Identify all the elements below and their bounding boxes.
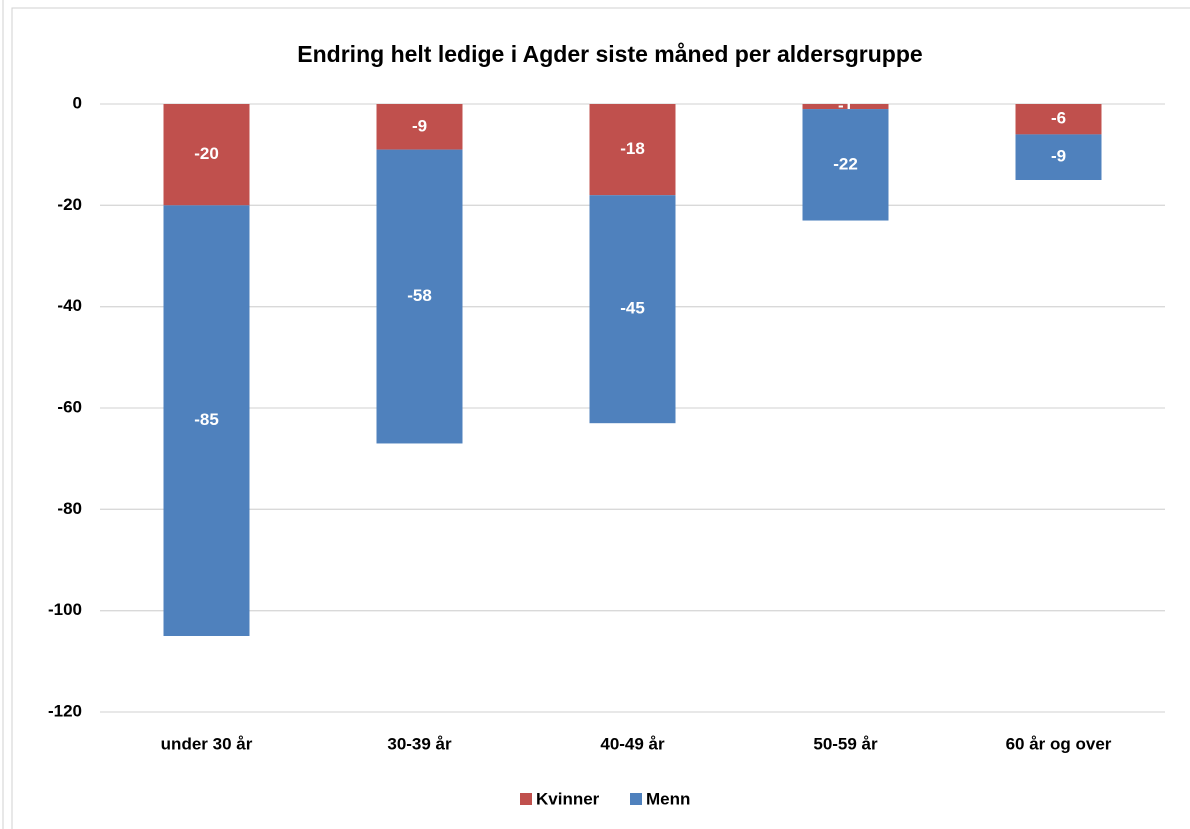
x-tick-label: 60 år og over xyxy=(1006,734,1112,753)
bar-segment xyxy=(802,109,889,221)
bar-segment xyxy=(1015,134,1102,180)
x-tick-label: under 30 år xyxy=(161,734,253,753)
x-tick-label: 30-39 år xyxy=(387,734,452,753)
bar-segment xyxy=(163,104,250,206)
data-label: -58 xyxy=(407,286,432,305)
x-tick-label: 50-59 år xyxy=(813,734,878,753)
y-tick-label: 0 xyxy=(73,93,82,112)
bar-segment xyxy=(163,205,250,637)
y-tick-label: -80 xyxy=(57,499,82,518)
y-tick-label: -40 xyxy=(57,296,82,315)
bar-segment xyxy=(1015,104,1102,135)
y-tick-label: -20 xyxy=(57,195,82,214)
y-tick-label: -120 xyxy=(48,701,82,720)
legend-swatch xyxy=(630,793,642,805)
y-tick-label: -100 xyxy=(48,600,82,619)
legend-label: Menn xyxy=(646,789,690,808)
data-label: -6 xyxy=(1051,109,1066,128)
bar-segment xyxy=(589,104,676,196)
x-tick-label: 40-49 år xyxy=(600,734,665,753)
bar-segment xyxy=(802,104,889,110)
data-label: -22 xyxy=(833,154,858,173)
data-label: -18 xyxy=(620,139,645,158)
data-label: -85 xyxy=(194,410,219,429)
data-label: -9 xyxy=(1051,147,1066,166)
y-tick-label: -60 xyxy=(57,397,82,416)
data-label: -20 xyxy=(194,144,219,163)
bar-segment xyxy=(376,149,463,444)
bar-segment xyxy=(589,195,676,424)
bar-segment xyxy=(376,104,463,150)
legend-label: Kvinner xyxy=(536,789,600,808)
data-label: -9 xyxy=(412,116,427,135)
chart-title: Endring helt ledige i Agder siste måned … xyxy=(297,41,922,67)
data-label: -45 xyxy=(620,299,645,318)
legend-swatch xyxy=(520,793,532,805)
